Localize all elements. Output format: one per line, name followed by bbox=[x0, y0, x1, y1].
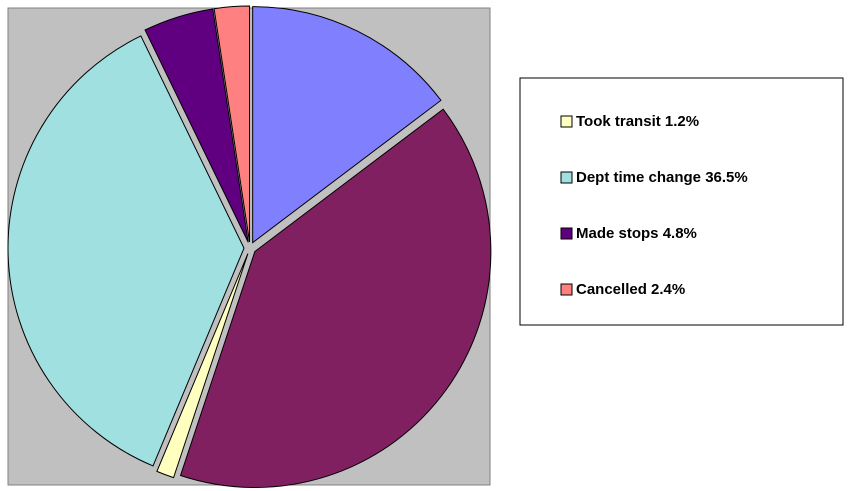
legend-label: Took transit 1.2% bbox=[576, 113, 699, 130]
legend-name: Cancelled bbox=[576, 281, 647, 298]
legend-name: Dept time change bbox=[576, 169, 701, 186]
legend-label: Cancelled 2.4% bbox=[576, 281, 685, 298]
pie-slice bbox=[156, 253, 249, 479]
pie-slice bbox=[7, 35, 245, 467]
legend-items: Took transit 1.2% Dept time change 36.5% M… bbox=[560, 113, 748, 298]
pie bbox=[7, 5, 492, 488]
pie-slice bbox=[252, 6, 442, 244]
legend-swatch bbox=[560, 115, 573, 128]
legend-label: Dept time change 36.5% bbox=[576, 169, 748, 186]
legend-swatch bbox=[560, 227, 573, 240]
legend-value: 1.2% bbox=[665, 113, 699, 130]
pie-slice bbox=[179, 108, 492, 488]
legend-value: 2.4% bbox=[651, 281, 685, 298]
legend-name: Made stops bbox=[576, 225, 659, 242]
legend-value: 36.5% bbox=[705, 169, 748, 186]
legend bbox=[519, 77, 844, 326]
legend-value: 4.8% bbox=[663, 225, 697, 242]
legend-label: Made stops 4.8% bbox=[576, 225, 697, 242]
legend-swatch bbox=[560, 171, 573, 184]
legend-swatch bbox=[560, 283, 573, 296]
pie-slice bbox=[144, 8, 249, 243]
pie-slice bbox=[213, 5, 251, 243]
legend-name: Took transit bbox=[576, 113, 661, 130]
